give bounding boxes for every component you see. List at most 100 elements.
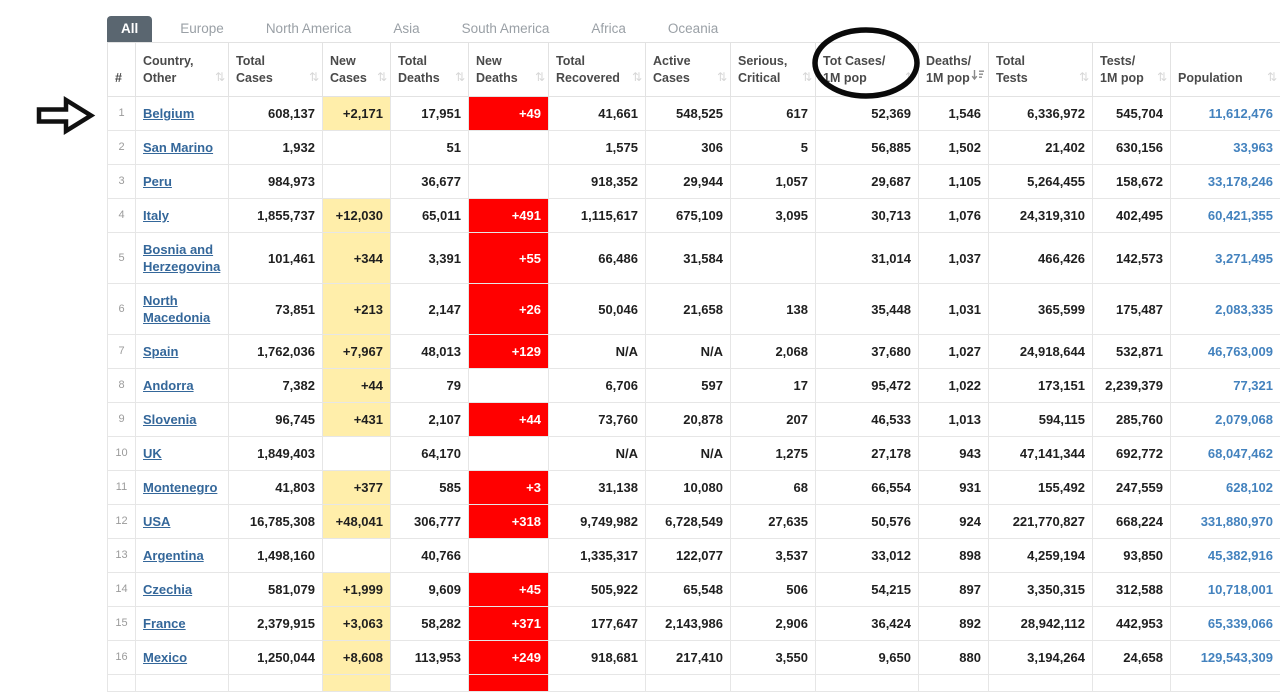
cell-deaths-1m-pop: 943 — [918, 436, 989, 471]
cell-new-deaths — [468, 368, 549, 403]
cell-population: 129,543,309 — [1170, 640, 1280, 675]
col-header-total-recovered[interactable]: Total Recovered ⇅ — [548, 42, 646, 97]
cell-deaths-1m-pop: 1,546 — [918, 96, 989, 131]
cell-tot-cases-1m-pop: 36,424 — [815, 606, 919, 641]
col-header-total-tests[interactable]: Total Tests ⇅ — [988, 42, 1093, 97]
cell-total-recovered: 177,647 — [548, 606, 646, 641]
cell-tests-1m-pop: 175,487 — [1092, 283, 1171, 335]
country-link[interactable]: Montenegro — [143, 480, 218, 495]
cell-tot-cases-1m-pop — [815, 674, 919, 692]
col-header-tot-cases-1m-pop[interactable]: Tot Cases/ 1M pop ⇅ — [815, 42, 919, 97]
tab-asia[interactable]: Asia — [393, 21, 420, 36]
cell-deaths-1m-pop: 1,105 — [918, 164, 989, 199]
cell-tot-cases-1m-pop: 54,215 — [815, 572, 919, 607]
cell-total-tests: 4,259,194 — [988, 538, 1093, 573]
cell-total-deaths — [390, 674, 469, 692]
tab-all[interactable]: All — [107, 16, 153, 42]
col-header-active-cases[interactable]: Active Cases ⇅ — [645, 42, 731, 97]
tab-south-america[interactable]: South America — [461, 21, 550, 36]
col-header-new-deaths[interactable]: New Deaths ⇅ — [468, 42, 549, 97]
tab-north-america[interactable]: North America — [265, 21, 352, 36]
country-link[interactable]: Belgium — [143, 106, 195, 121]
cell-tests-1m-pop: 142,573 — [1092, 232, 1171, 284]
country-link[interactable]: San Marino — [143, 140, 214, 155]
cell-total-deaths: 51 — [390, 130, 469, 165]
country-link[interactable]: Italy — [143, 208, 170, 223]
sort-both-icon[interactable]: ⇅ — [376, 70, 387, 84]
sort-both-icon[interactable]: ⇅ — [1156, 70, 1167, 84]
sort-both-icon[interactable]: ⇅ — [308, 70, 319, 84]
sort-both-icon[interactable]: ⇅ — [904, 70, 915, 84]
cell-deaths-1m-pop: 1,013 — [918, 402, 989, 437]
col-header-country[interactable]: Country, Other ⇅ — [135, 42, 229, 97]
cell-population: 11,612,476 — [1170, 96, 1280, 131]
country-link[interactable]: Slovenia — [143, 412, 197, 427]
sort-both-icon[interactable]: ⇅ — [214, 70, 225, 84]
sort-both-icon[interactable]: ⇅ — [534, 70, 545, 84]
table-row: 10 UK 1,849,403 64,170 N/A N/A 1,275 27,178 943 4… — [107, 436, 1280, 471]
country-link[interactable]: UK — [143, 446, 162, 461]
country-link[interactable]: Argentina — [143, 548, 204, 563]
cell-deaths-1m-pop: 898 — [918, 538, 989, 573]
sort-both-icon[interactable]: ⇅ — [716, 70, 727, 84]
sort-both-icon[interactable]: ⇅ — [631, 70, 642, 84]
cell-deaths-1m-pop: 880 — [918, 640, 989, 675]
cell-total-cases: 96,745 — [228, 402, 323, 437]
cell-serious-critical: 3,095 — [730, 198, 816, 233]
covid-stats-table: # Country, Other ⇅ Total Cases ⇅ New Cases ⇅ To… — [107, 42, 1280, 692]
cell-total-tests: 3,350,315 — [988, 572, 1093, 607]
cell-country: Bosnia and Herzegovina — [135, 232, 229, 284]
sort-both-icon[interactable]: ⇅ — [1266, 70, 1277, 84]
col-header-serious-critical[interactable]: Serious, Critical ⇅ — [730, 42, 816, 97]
cell-serious-critical: 3,537 — [730, 538, 816, 573]
cell-tests-1m-pop: 668,224 — [1092, 504, 1171, 539]
country-link[interactable]: France — [143, 616, 186, 631]
cell-serious-critical: 1,275 — [730, 436, 816, 471]
col-header-population[interactable]: Population ⇅ — [1170, 42, 1280, 97]
cell-rank: 7 — [107, 334, 136, 369]
cell-serious-critical: 3,550 — [730, 640, 816, 675]
tab-africa[interactable]: Africa — [591, 21, 626, 36]
cell-new-deaths: +249 — [468, 640, 549, 675]
col-header-new-cases[interactable]: New Cases ⇅ — [322, 42, 391, 97]
country-link[interactable]: North Macedonia — [143, 293, 211, 325]
tab-europe[interactable]: Europe — [180, 21, 224, 36]
sort-desc-icon[interactable] — [971, 69, 985, 86]
cell-tests-1m-pop: 312,588 — [1092, 572, 1171, 607]
sort-both-icon[interactable]: ⇅ — [801, 70, 812, 84]
cell-total-recovered: 1,575 — [548, 130, 646, 165]
col-header-total-cases[interactable]: Total Cases ⇅ — [228, 42, 323, 97]
cell-active-cases: 29,944 — [645, 164, 731, 199]
country-link[interactable]: Czechia — [143, 582, 193, 597]
country-link[interactable]: Mexico — [143, 650, 188, 665]
country-link[interactable]: USA — [143, 514, 171, 529]
cell-country: Andorra — [135, 368, 229, 403]
table-row: 5 Bosnia and Herzegovina 101,461 +344 3,391 +… — [107, 232, 1280, 284]
country-link[interactable]: Peru — [143, 174, 172, 189]
country-link[interactable]: Spain — [143, 344, 179, 359]
cell-tests-1m-pop: 545,704 — [1092, 96, 1171, 131]
table-row: 14 Czechia 581,079 +1,999 9,609 +45 505,922 65,… — [107, 572, 1280, 607]
sort-both-icon[interactable]: ⇅ — [1078, 70, 1089, 84]
cell-population: 60,421,355 — [1170, 198, 1280, 233]
col-header-total-deaths[interactable]: Total Deaths ⇅ — [390, 42, 469, 97]
cell-new-cases: +44 — [322, 368, 391, 403]
cell-total-tests: 155,492 — [988, 470, 1093, 505]
sort-both-icon[interactable]: ⇅ — [454, 70, 465, 84]
cell-population: 46,763,009 — [1170, 334, 1280, 369]
cell-total-cases: 2,379,915 — [228, 606, 323, 641]
cell-total-cases: 101,461 — [228, 232, 323, 284]
cell-total-deaths: 79 — [390, 368, 469, 403]
cell-total-cases: 7,382 — [228, 368, 323, 403]
cell-rank: 10 — [107, 436, 136, 471]
cell-total-tests: 24,918,644 — [988, 334, 1093, 369]
country-link[interactable]: Bosnia and Herzegovina — [143, 242, 221, 274]
col-header-deaths-1m-pop[interactable]: Deaths/ 1M pop — [918, 42, 989, 97]
cell-new-deaths — [468, 674, 549, 692]
tab-oceania[interactable]: Oceania — [667, 21, 719, 36]
cell-active-cases: 20,878 — [645, 402, 731, 437]
country-link[interactable]: Andorra — [143, 378, 194, 393]
cell-deaths-1m-pop: 1,022 — [918, 368, 989, 403]
cell-tests-1m-pop: 93,850 — [1092, 538, 1171, 573]
col-header-tests-1m-pop[interactable]: Tests/ 1M pop ⇅ — [1092, 42, 1171, 97]
